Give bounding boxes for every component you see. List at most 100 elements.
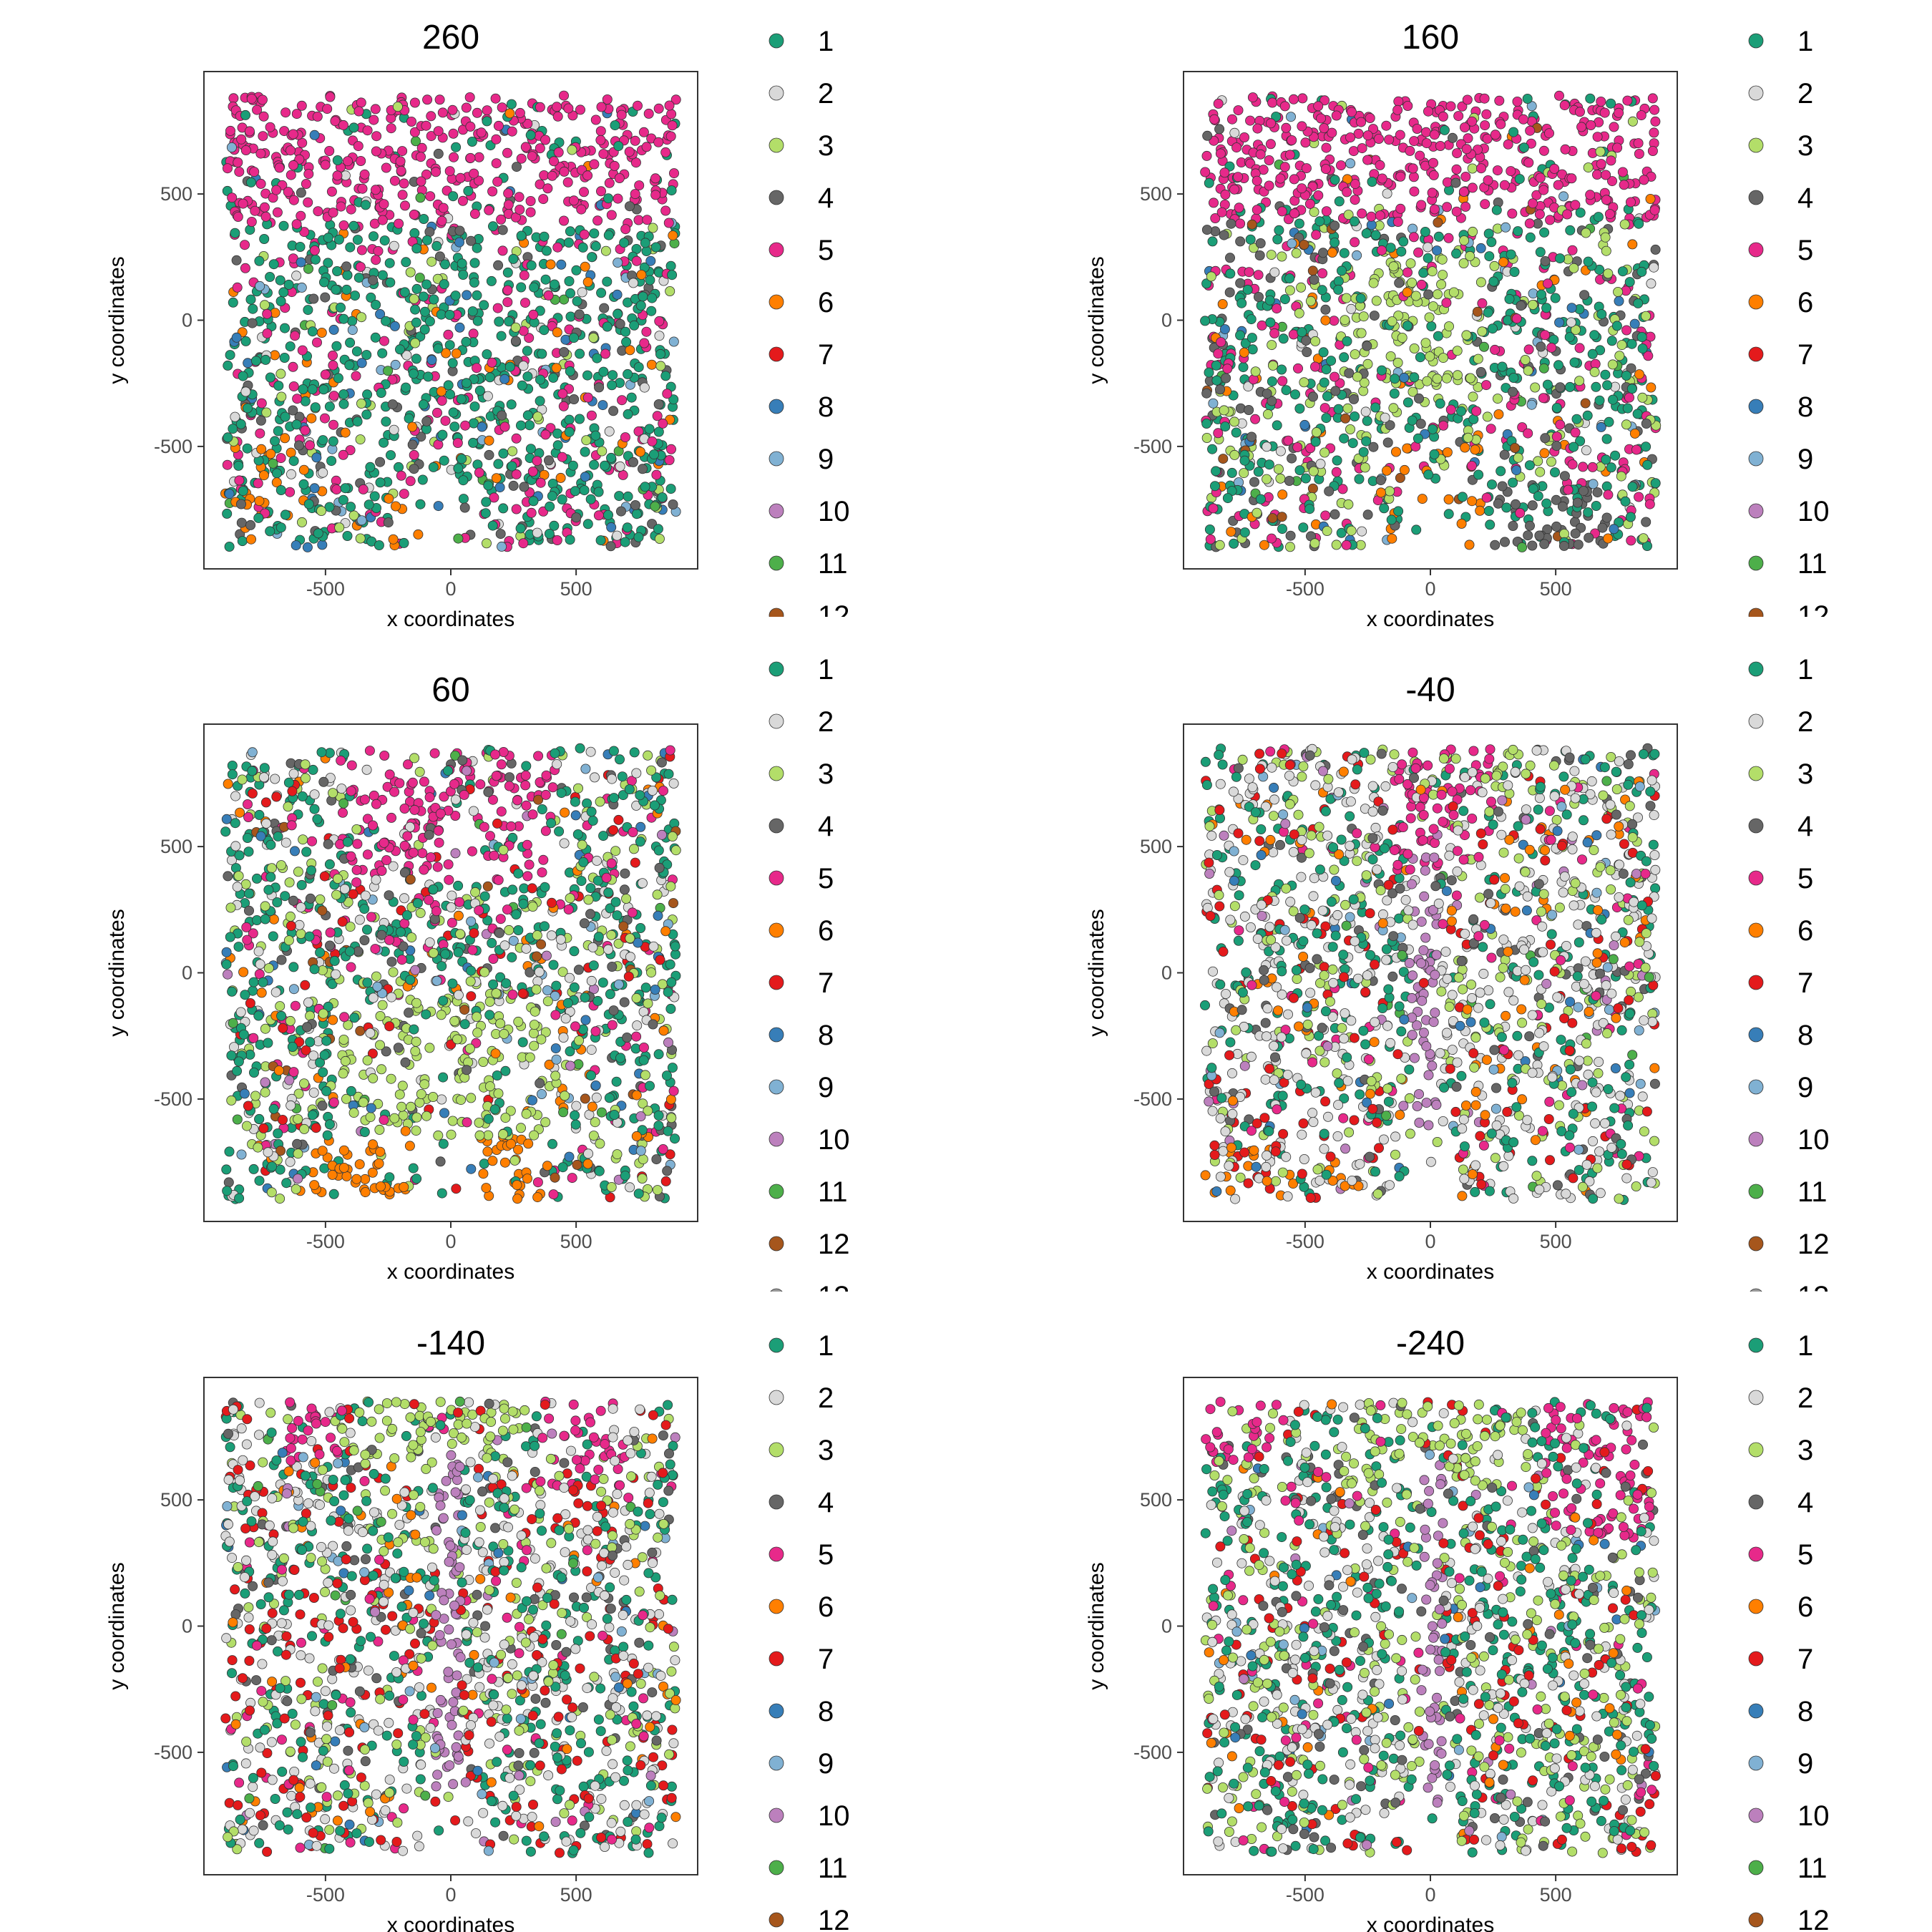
point-cluster-3: [1229, 449, 1240, 460]
point-cluster-5: [447, 917, 457, 928]
point-cluster-5: [1451, 206, 1462, 217]
point-cluster-4: [497, 410, 507, 421]
point-cluster-7: [245, 998, 255, 1009]
point-cluster-1: [528, 496, 539, 507]
point-cluster-1: [1361, 228, 1372, 239]
point-cluster-1: [253, 512, 264, 523]
point-cluster-1: [1606, 336, 1617, 346]
point-cluster-8: [1432, 245, 1443, 256]
point-cluster-1: [270, 436, 280, 447]
point-cluster-4: [1414, 393, 1425, 404]
point-cluster-1: [587, 815, 598, 826]
point-cluster-3: [500, 1113, 511, 1123]
point-cluster-3: [275, 1194, 286, 1204]
point-cluster-4: [409, 464, 419, 474]
point-cluster-1: [1333, 404, 1344, 414]
point-cluster-7: [367, 1048, 378, 1059]
point-cluster-1: [247, 766, 258, 776]
point-cluster-1: [603, 230, 614, 240]
point-cluster-1: [1274, 225, 1284, 235]
point-cluster-1: [551, 980, 562, 991]
legend-item-10: 10: [769, 496, 850, 527]
point-cluster-8: [570, 810, 581, 821]
point-cluster-5: [322, 104, 333, 114]
point-cluster-3: [1520, 354, 1531, 365]
point-cluster-1: [633, 1189, 644, 1199]
point-cluster-4: [235, 499, 246, 509]
point-cluster-3: [464, 1043, 475, 1054]
point-cluster-5: [1233, 105, 1244, 116]
point-cluster-4: [619, 997, 630, 1008]
point-cluster-5: [491, 158, 502, 169]
point-cluster-3: [1322, 526, 1332, 537]
point-cluster-5: [1622, 95, 1633, 106]
point-cluster-3: [1613, 286, 1624, 297]
point-cluster-5: [416, 176, 426, 187]
point-cluster-3: [638, 1098, 648, 1109]
point-cluster-5: [1483, 175, 1493, 185]
point-cluster-1: [537, 804, 547, 815]
point-cluster-10: [260, 1077, 270, 1088]
point-cluster-2: [253, 946, 264, 957]
point-cluster-6: [1402, 443, 1413, 454]
point-cluster-1: [547, 491, 557, 502]
point-cluster-1: [1626, 384, 1637, 394]
point-cluster-1: [1487, 323, 1498, 334]
point-cluster-6: [1627, 239, 1638, 250]
point-cluster-5: [524, 859, 535, 870]
point-cluster-4: [1219, 230, 1229, 240]
point-cluster-6: [407, 421, 418, 432]
point-cluster-5: [616, 109, 627, 120]
point-cluster-5: [419, 776, 429, 787]
point-cluster-1: [433, 343, 444, 354]
point-cluster-4: [293, 440, 304, 451]
point-cluster-5: [514, 204, 525, 215]
point-cluster-5: [244, 126, 255, 137]
point-cluster-3: [1581, 228, 1591, 238]
point-cluster-4: [1309, 274, 1319, 285]
point-cluster-3: [358, 1097, 369, 1108]
point-cluster-3: [595, 796, 605, 807]
point-cluster-2: [1346, 303, 1357, 314]
point-cluster-4: [1516, 301, 1526, 311]
point-cluster-8: [550, 1043, 561, 1054]
point-cluster-1: [479, 1158, 489, 1169]
point-cluster-2: [309, 789, 320, 800]
point-cluster-12: [1246, 219, 1257, 230]
point-cluster-1: [1264, 459, 1274, 470]
point-cluster-5: [290, 1000, 301, 1011]
point-cluster-3: [305, 1010, 316, 1021]
point-cluster-1: [411, 243, 422, 254]
legend-key: [1748, 137, 1764, 153]
point-cluster-5: [492, 303, 503, 313]
point-cluster-5: [1512, 96, 1523, 107]
legend-label: 7: [818, 339, 834, 371]
point-cluster-5: [303, 197, 313, 208]
point-cluster-1: [402, 910, 413, 921]
point-cluster-5: [1313, 190, 1324, 201]
point-cluster-6: [354, 1159, 365, 1170]
point-cluster-1: [1420, 226, 1430, 237]
point-cluster-3: [275, 369, 286, 379]
point-cluster-3: [531, 984, 542, 995]
point-cluster-5: [1587, 462, 1598, 472]
point-cluster-3: [640, 1070, 650, 1080]
point-cluster-4: [656, 757, 667, 768]
point-cluster-6: [341, 1171, 352, 1181]
point-cluster-1: [1415, 352, 1425, 363]
point-cluster-3: [466, 1093, 477, 1103]
point-cluster-9: [1501, 222, 1511, 233]
point-cluster-3: [411, 1112, 422, 1123]
point-cluster-1: [571, 265, 582, 275]
point-cluster-1: [308, 764, 318, 775]
point-cluster-5: [242, 935, 253, 945]
point-cluster-3: [396, 1101, 407, 1112]
point-cluster-1: [463, 185, 474, 196]
point-cluster-5: [1586, 119, 1596, 130]
point-cluster-1: [1201, 278, 1212, 289]
point-cluster-3: [1589, 366, 1600, 377]
point-cluster-1: [449, 421, 460, 432]
point-cluster-3: [1546, 457, 1556, 467]
point-cluster-5: [436, 396, 447, 406]
point-cluster-5: [408, 847, 419, 858]
